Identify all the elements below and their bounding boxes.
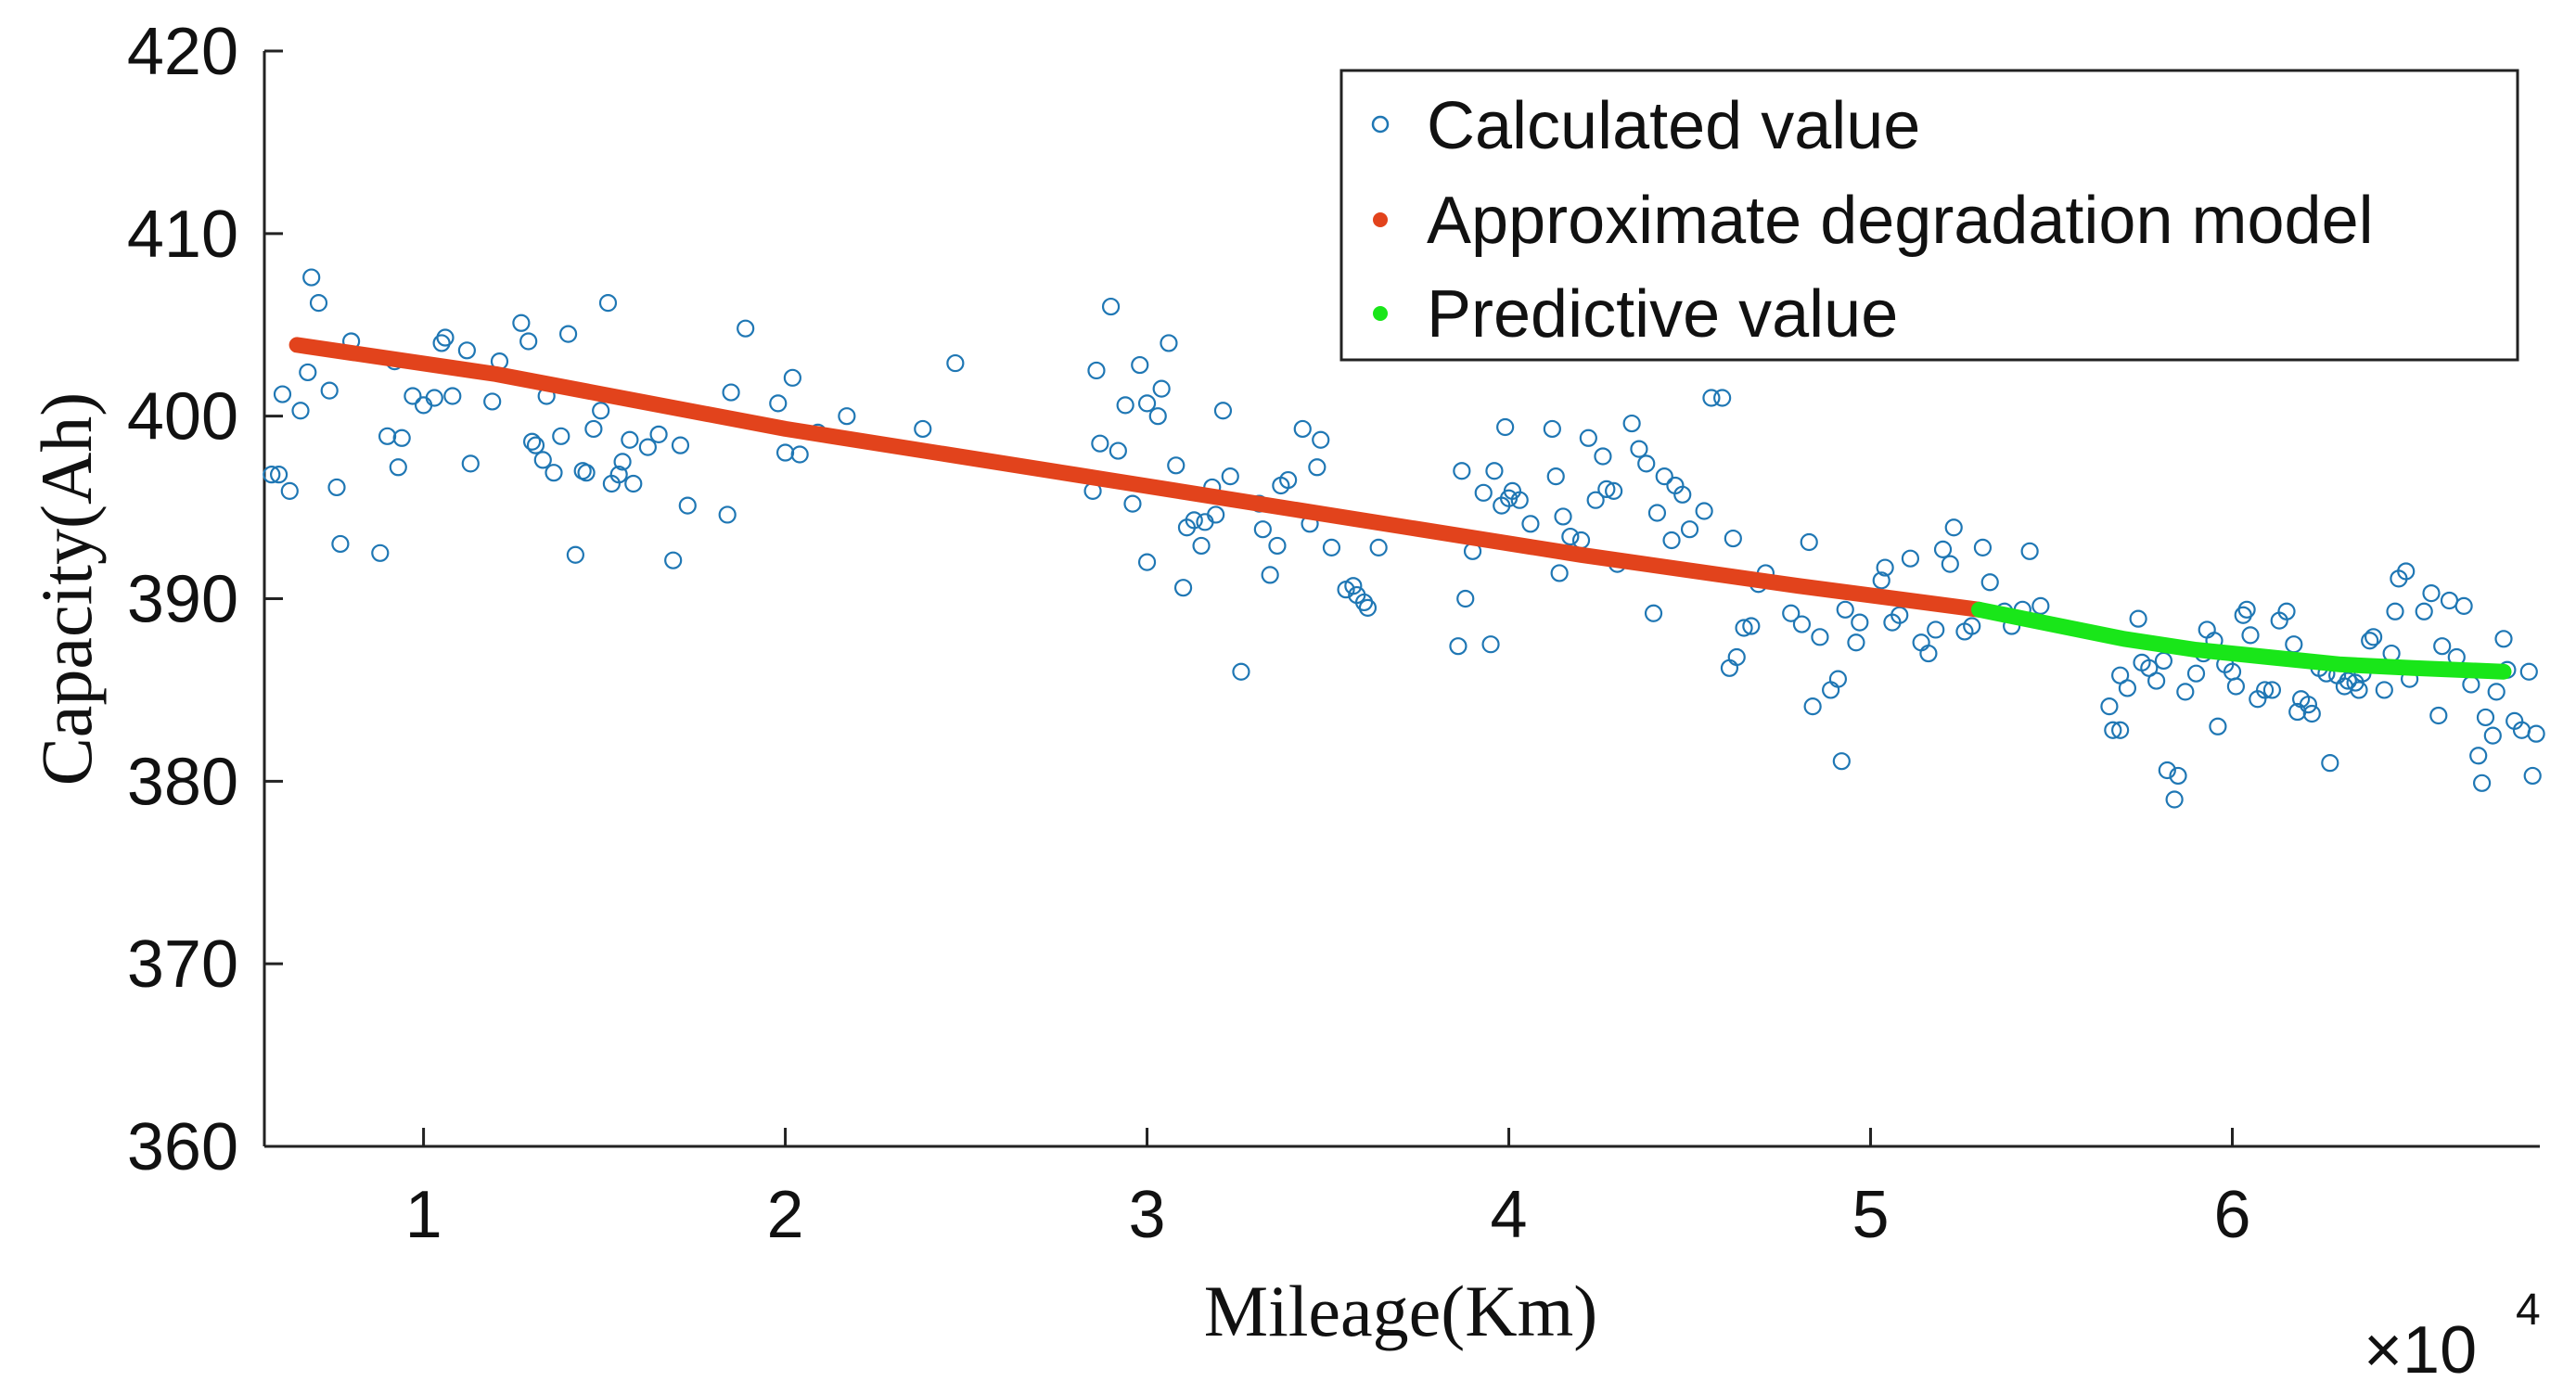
legend: Calculated value Approximate degradation… bbox=[1341, 70, 2518, 360]
x-multiplier-exponent: 4 bbox=[2516, 1285, 2541, 1335]
legend-label-predictive: Predictive value bbox=[1427, 277, 1898, 352]
x-tick-label: 1 bbox=[405, 1178, 442, 1252]
y-tick-label: 360 bbox=[127, 1110, 238, 1184]
x-tick-label: 5 bbox=[1852, 1178, 1890, 1252]
y-tick-label: 390 bbox=[127, 563, 238, 637]
x-tick-label: 6 bbox=[2213, 1178, 2250, 1252]
x-tick-label: 3 bbox=[1129, 1178, 1166, 1252]
y-axis-label: Capacity(Ah) bbox=[26, 392, 107, 787]
legend-label-calculated: Calculated value bbox=[1427, 89, 1920, 163]
x-tick-label: 2 bbox=[767, 1178, 804, 1252]
x-tick-label: 4 bbox=[1491, 1178, 1528, 1252]
chart: 360 370 380 390 400 410 420 1 2 3 4 5 6 Mileage(Km)… bbox=[0, 0, 2576, 1394]
legend-marker-predictive bbox=[1373, 306, 1388, 321]
y-tick-label: 370 bbox=[127, 927, 238, 1002]
y-tick-label: 420 bbox=[127, 15, 238, 89]
legend-label-approximate: Approximate degradation model bbox=[1427, 184, 2374, 258]
x-axis-label: Mileage(Km) bbox=[1204, 1271, 1598, 1351]
legend-marker-approximate bbox=[1373, 212, 1388, 227]
y-tick-label: 400 bbox=[127, 380, 238, 454]
y-tick-label: 410 bbox=[127, 198, 238, 272]
x-multiplier: ×10 bbox=[2364, 1313, 2477, 1388]
y-tick-label: 380 bbox=[127, 745, 238, 819]
